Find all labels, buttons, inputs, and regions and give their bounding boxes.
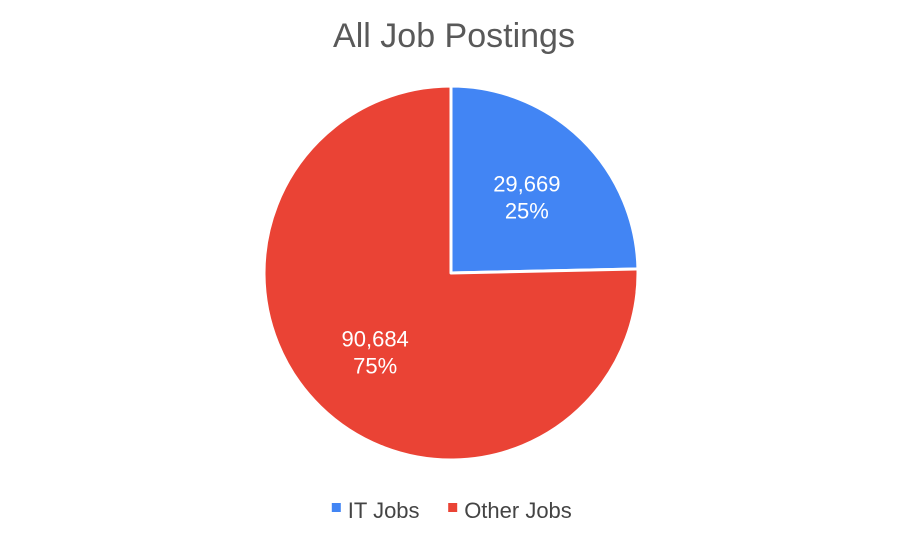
slice-value-label-it-jobs: 29,669 <box>493 171 560 196</box>
legend-label-other-jobs: Other Jobs <box>464 498 572 523</box>
pie-slices <box>262 84 640 462</box>
legend-swatch-it-jobs <box>331 503 341 512</box>
legend: IT Jobs Other Jobs <box>331 498 572 523</box>
slice-percent-label-other-jobs: 75% <box>353 354 397 379</box>
chart-title: All Job Postings <box>333 17 575 55</box>
legend-swatch-other-jobs <box>448 503 458 512</box>
pie-slice-it-jobs <box>449 84 640 275</box>
slice-value-label-other-jobs: 90,684 <box>342 327 409 352</box>
slice-percent-label-it-jobs: 25% <box>505 198 549 223</box>
pie-slice-other-jobs <box>262 84 640 462</box>
legend-label-it-jobs: IT Jobs <box>348 498 420 523</box>
